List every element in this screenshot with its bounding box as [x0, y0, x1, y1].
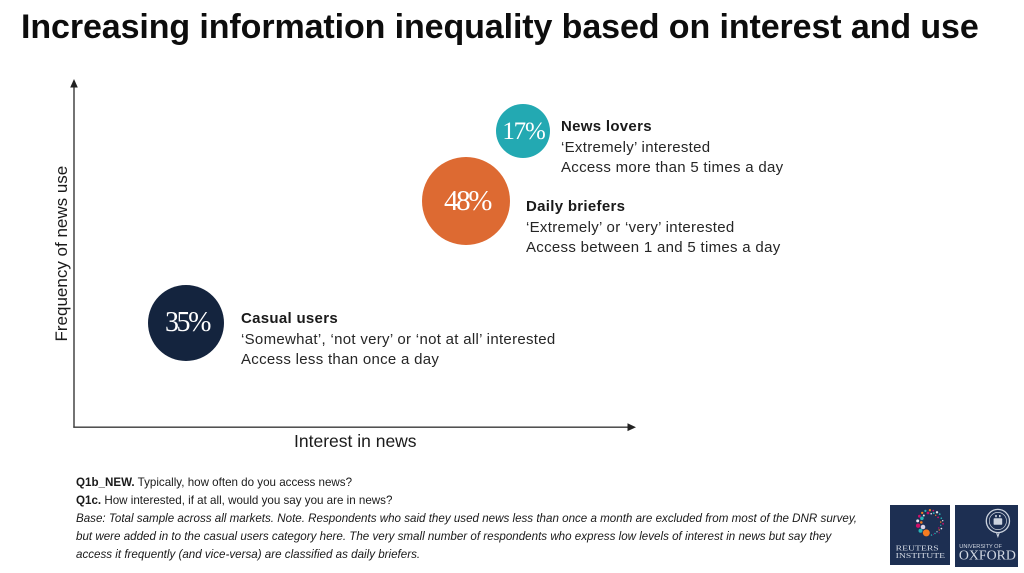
svg-text:REUTERS: REUTERS — [896, 543, 939, 552]
svg-text:OXFORD: OXFORD — [959, 548, 1016, 563]
svg-text:INSTITUTE: INSTITUTE — [896, 551, 946, 560]
svg-text:UNIVERSITY OF: UNIVERSITY OF — [959, 544, 1002, 550]
